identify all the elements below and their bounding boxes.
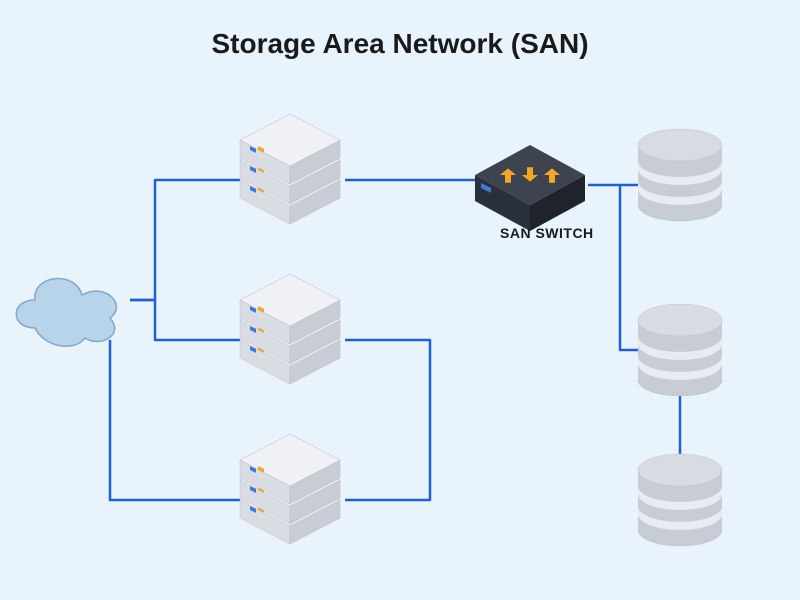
edges-layer	[110, 180, 680, 500]
san-switch-label: SAN SWITCH	[500, 225, 594, 241]
diagram-canvas	[0, 0, 800, 600]
